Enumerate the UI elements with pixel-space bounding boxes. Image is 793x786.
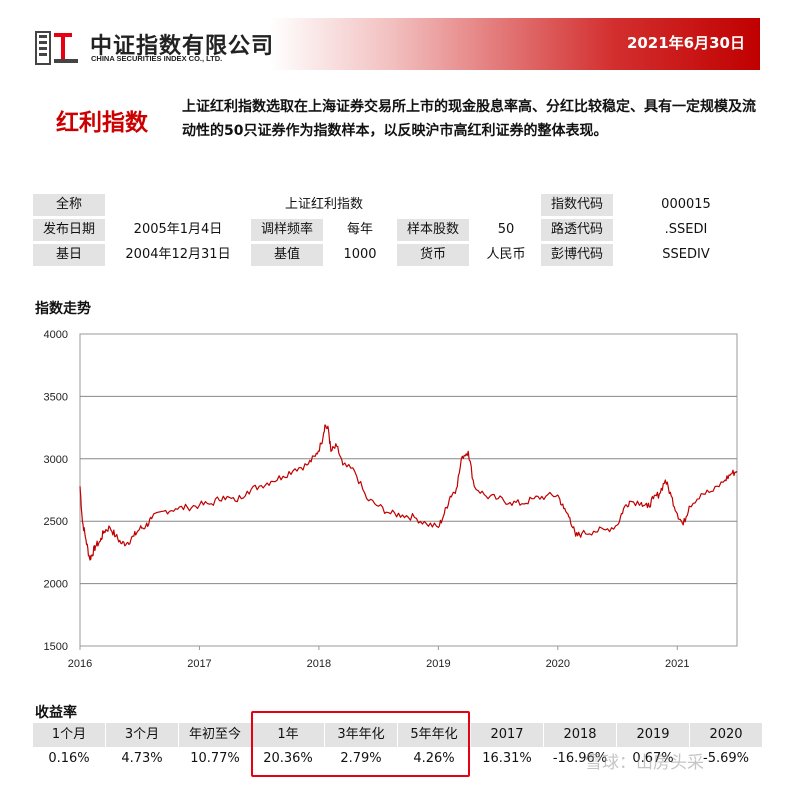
returns-value-cell: 16.31% xyxy=(482,751,532,766)
y-tick-label: 1500 xyxy=(44,641,68,653)
x-tick-label: 2017 xyxy=(187,658,211,670)
csi-logo-icon xyxy=(35,31,78,65)
full-name-label: 全称 xyxy=(33,194,105,216)
base-date-label: 基日 xyxy=(33,244,105,266)
returns-value-cell: -5.69% xyxy=(703,751,749,766)
y-tick-label: 3000 xyxy=(44,454,68,466)
bloomberg-code-label: 彭博代码 xyxy=(541,244,613,266)
company-name-cn: 中证指数有限公司 xyxy=(90,34,275,59)
returns-header-cell: 1个月 xyxy=(33,723,105,747)
report-date: 2021年6月30日 xyxy=(626,34,745,52)
x-tick-label: 2016 xyxy=(68,658,92,670)
constituent-count-label: 样本股数 xyxy=(397,219,469,241)
returns-header-cell: 年初至今 xyxy=(179,723,251,747)
reuters-code-label: 路透代码 xyxy=(541,219,613,241)
base-value-label: 基值 xyxy=(251,244,323,266)
x-tick-label: 2020 xyxy=(546,658,570,670)
returns-highlight-box xyxy=(251,711,470,777)
trend-section-title: 指数走势 xyxy=(35,301,91,317)
y-tick-label: 2500 xyxy=(44,516,68,528)
index-series-line xyxy=(79,424,738,561)
currency-label: 货币 xyxy=(397,244,469,266)
returns-value-cell: 0.16% xyxy=(48,751,90,766)
watermark: 雪球：山房头采 xyxy=(585,753,704,773)
returns-value-cell: 20.36% xyxy=(263,751,313,766)
constituent-count-value: 50 xyxy=(497,222,515,237)
launch-date-value: 2005年1月4日 xyxy=(133,222,223,237)
bloomberg-code-value: SSEDIV xyxy=(662,247,710,262)
x-tick-label: 2021 xyxy=(665,658,689,670)
full-name-value: 上证红利指数 xyxy=(284,197,363,212)
x-tick-label: 2018 xyxy=(307,658,331,670)
plot-frame xyxy=(79,333,738,647)
code-value: 000015 xyxy=(661,197,711,212)
launch-date-label: 发布日期 xyxy=(33,219,105,241)
returns-value-cell: 2.79% xyxy=(340,751,382,766)
rebalance-label: 调样频率 xyxy=(251,219,323,241)
returns-header-cell: 2019 xyxy=(617,723,689,747)
y-tick-label: 2000 xyxy=(44,579,68,591)
y-tick-label: 4000 xyxy=(44,329,68,341)
company-logo: 中证指数有限公司 CHINA SECURITIES INDEX CO., LTD… xyxy=(34,24,274,68)
returns-header-cell: 2018 xyxy=(544,723,616,747)
returns-header-cell: 5年年化 xyxy=(398,723,470,747)
returns-value-cell: -16.96% xyxy=(552,751,608,766)
base-value-value: 1000 xyxy=(343,247,377,262)
returns-header-cell: 3个月 xyxy=(106,723,178,747)
currency-value: 人民币 xyxy=(486,247,526,262)
company-name-en: CHINA SECURITIES INDEX CO., LTD. xyxy=(91,54,223,63)
base-date-value: 2004年12月31日 xyxy=(125,247,231,262)
returns-header-cell: 3年年化 xyxy=(325,723,397,747)
returns-value-cell: 4.26% xyxy=(413,751,455,766)
header-band xyxy=(270,18,760,70)
returns-section-title: 收益率 xyxy=(35,705,77,721)
returns-value-cell: 4.73% xyxy=(121,751,163,766)
returns-header-cell: 2020 xyxy=(690,723,762,747)
index-description: 上证红利指数选取在上海证券交易所上市的现金股息率高、分红比较稳定、具有一定规模及… xyxy=(182,99,756,139)
code-label: 指数代码 xyxy=(541,194,613,216)
returns-header-cell: 2017 xyxy=(471,723,543,747)
returns-value-cell: 0.67% xyxy=(632,751,674,766)
y-tick-label: 3500 xyxy=(44,391,68,403)
index-name: 红利指数 xyxy=(56,110,148,136)
returns-header-cell: 1年 xyxy=(252,723,324,747)
rebalance-value: 每年 xyxy=(346,222,373,237)
index-trend-chart: 1500 2000 2500 3000 3500 4000 2016 2017 2018 2019… xyxy=(44,329,738,670)
x-tick-label: 2019 xyxy=(426,658,450,670)
reuters-code-value: .SSEDI xyxy=(664,222,708,237)
returns-value-cell: 10.77% xyxy=(190,751,240,766)
